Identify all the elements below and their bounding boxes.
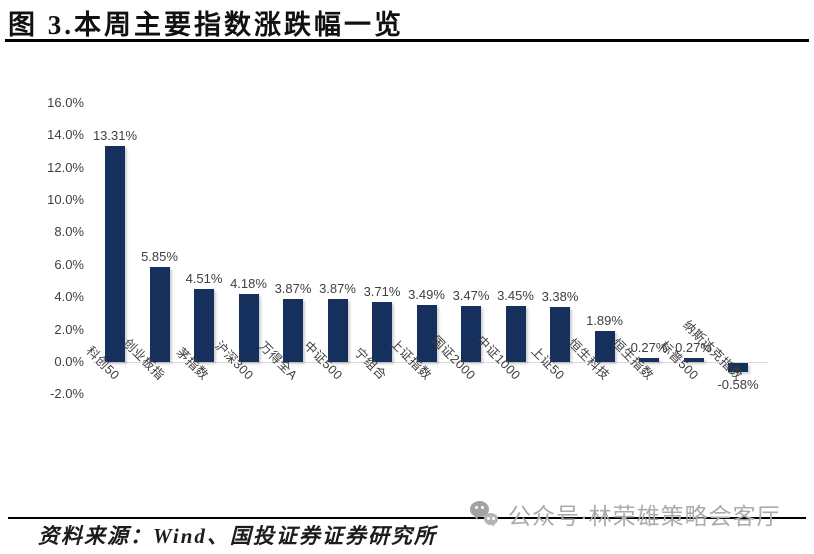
y-axis-tick-label: 14.0%	[47, 127, 84, 143]
bar-value-label: 0.27%	[630, 339, 668, 355]
bar-value-label: 3.87%	[319, 281, 356, 297]
bar-value-label: 5.85%	[141, 249, 178, 265]
bar	[238, 294, 259, 362]
bar	[639, 357, 659, 362]
y-axis-tick-label: 10.0%	[47, 192, 84, 207]
bar-value-label: 13.31%	[92, 128, 138, 144]
bar-value-label: 3.38%	[541, 289, 579, 305]
wechat-icon	[470, 500, 500, 528]
bar	[327, 299, 348, 362]
y-axis-tick-label: 16.0%	[47, 94, 84, 110]
bar	[416, 305, 437, 362]
bar-value-label: 1.89%	[586, 313, 623, 329]
bar-value-label: 3.47%	[452, 287, 490, 303]
y-axis-tick-label: 8.0%	[54, 224, 84, 240]
bar-value-label: 4.18%	[230, 276, 267, 292]
y-axis-tick-label: 12.0%	[47, 159, 84, 175]
bar-value-label: 4.51%	[185, 270, 223, 286]
watermark: 公众号·林荣雄策略会客厅	[470, 497, 781, 531]
bar-value-label: 3.71%	[363, 283, 401, 299]
watermark-text: 公众号·林荣雄策略会客厅	[508, 503, 781, 529]
figure-title: 图 3.本周主要指数涨跌幅一览	[8, 10, 404, 40]
bar	[550, 307, 570, 362]
bar-value-label: -0.58%	[717, 377, 759, 393]
y-axis-tick-label: 2.0%	[54, 321, 84, 337]
bar	[283, 299, 303, 362]
bar-value-label: 3.87%	[274, 281, 312, 297]
bar	[194, 288, 214, 362]
y-axis-tick-label: 0.0%	[54, 354, 84, 369]
bar-value-label: 3.49%	[408, 287, 445, 303]
y-axis-tick-label: 6.0%	[54, 256, 84, 272]
y-axis-tick-label: 4.0%	[54, 289, 84, 305]
wechat-bubble-large	[470, 500, 489, 520]
bar	[505, 306, 526, 362]
bar	[594, 331, 615, 362]
bar	[461, 305, 481, 362]
title-divider-rule	[5, 39, 809, 42]
bar	[728, 363, 748, 373]
footer-divider-rule	[8, 517, 806, 519]
bar	[149, 267, 170, 362]
y-axis-tick-label: -2.0%	[50, 386, 84, 402]
wechat-bubble-small	[484, 512, 498, 527]
bar-value-label: 3.45%	[497, 288, 534, 304]
bar-chart: 16.0% 14.0% 12.0% 10.0% 8.0% 6.0% 4.0% 2.0% 0.0%…	[47, 94, 768, 402]
bar-value-label: 0.27%	[675, 339, 712, 355]
bar	[105, 146, 125, 362]
data-source-note: 资料来源：Wind、国投证券证券研究所	[38, 524, 437, 548]
bar	[372, 301, 392, 362]
bar	[683, 357, 704, 362]
x-axis-line	[93, 362, 768, 363]
